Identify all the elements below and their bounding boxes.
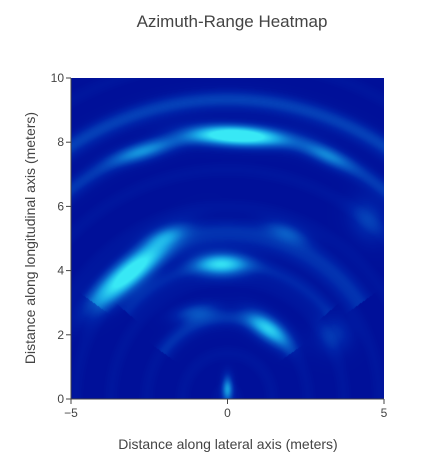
x-tick-label: 5 (381, 406, 388, 420)
heatmap-canvas (71, 78, 384, 399)
y-tick-label: 8 (57, 135, 64, 149)
chart-title: Azimuth-Range Heatmap (137, 12, 328, 31)
y-tick-label: 0 (57, 392, 64, 406)
heatmap-plot-area[interactable] (71, 78, 384, 399)
y-tick-label: 4 (57, 264, 64, 278)
x-axis: −5 0 5 (64, 398, 388, 420)
y-axis-title: Distance along longitudinal axis (meters… (22, 112, 38, 364)
y-tick-label: 10 (51, 71, 65, 85)
y-tick-label: 2 (57, 328, 64, 342)
x-tick-label: 0 (224, 406, 231, 420)
x-tick-label: −5 (64, 406, 78, 420)
x-axis-title: Distance along lateral axis (meters) (118, 436, 337, 452)
y-axis: 0 2 4 6 8 10 (51, 71, 72, 406)
y-tick-label: 6 (57, 199, 64, 213)
